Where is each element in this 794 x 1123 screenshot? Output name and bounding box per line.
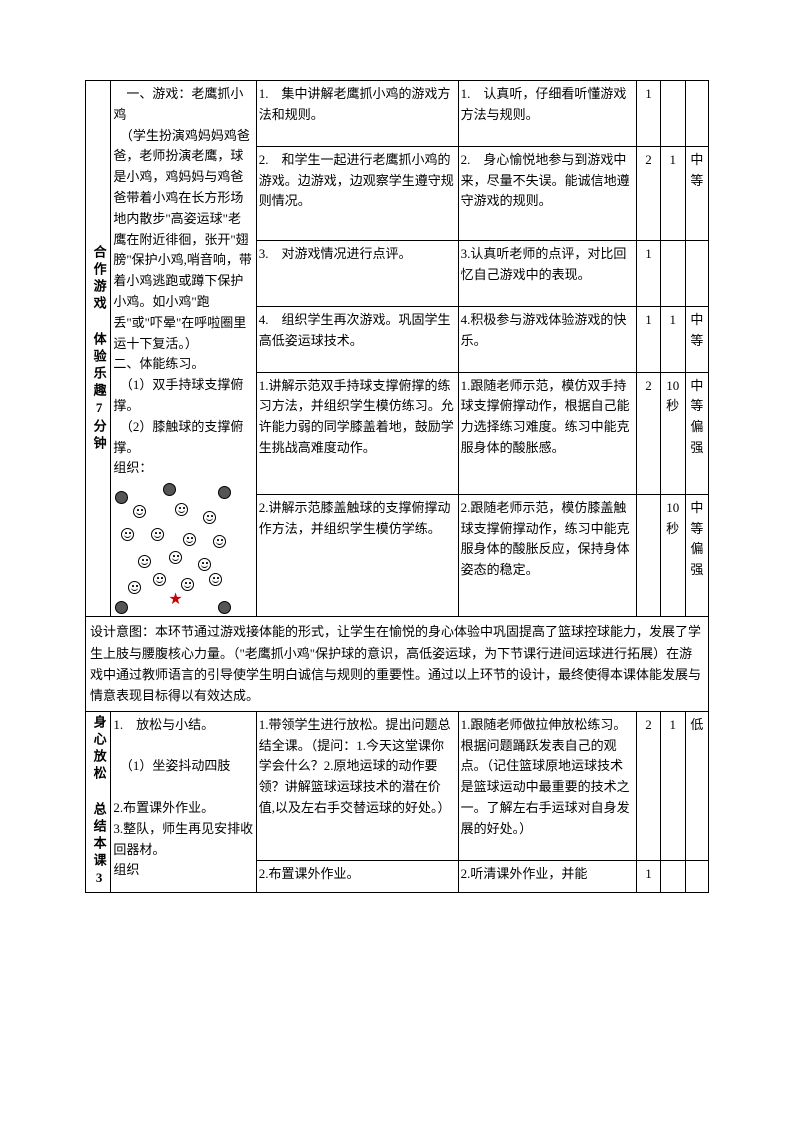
col-n2: 10秒: [660, 494, 685, 616]
student-action: 1. 认真听，仔细看听懂游戏方法与规则。: [458, 81, 637, 147]
teacher-action: 2. 和学生一起进行老鹰抓小鸡的游戏。边游戏，边观察学生遵守规则情况。: [256, 146, 458, 240]
section-label: 合作游戏 体验乐趣7分钟: [86, 81, 111, 617]
teacher-action: 3. 对游戏情况进行点评。: [256, 240, 458, 306]
col-n2: 1: [660, 306, 685, 372]
student-action: 2. 身心愉悦地参与到游戏中来，尽量不失误。能诚信地遵守游戏的规则。: [458, 146, 637, 240]
teacher-action: 1. 集中讲解老鹰抓小鸡的游戏方法和规则。: [256, 81, 458, 147]
col-n2: [660, 240, 685, 306]
teacher-action: 2.布置课外作业。: [256, 861, 458, 893]
col-n2: [660, 861, 685, 893]
col-n3: 中等偏强: [685, 494, 708, 616]
activity-cell-2: 1. 放松与小结。 （1）坐姿抖动四肢2.布置课外作业。3.整队，师生再见安排收…: [111, 711, 256, 892]
col-n2: 1: [660, 711, 685, 860]
student-action: 4.积极参与游戏体验游戏的快乐。: [458, 306, 637, 372]
col-n1: 1: [637, 306, 660, 372]
col-n2: 1: [660, 146, 685, 240]
col-n3: [685, 81, 708, 147]
col-n1: 2: [637, 146, 660, 240]
student-action: 3.认真听老师的点评，对比回忆自己游戏中的表现。: [458, 240, 637, 306]
col-n1: 2: [637, 711, 660, 860]
lesson-plan-table: 合作游戏 体验乐趣7分钟 一、游戏：老鹰抓小鸡 （学生扮演鸡妈妈鸡爸爸，老师扮演…: [85, 80, 709, 893]
col-n3: 中等: [685, 146, 708, 240]
teacher-action: 1.讲解示范双手持球支撑俯撑的练习方法，并组织学生模仿练习。允许能力弱的同学膝盖…: [256, 372, 458, 494]
activity-cell: 一、游戏：老鹰抓小鸡 （学生扮演鸡妈妈鸡爸爸，老师扮演老鹰，球是小鸡，鸡妈妈与鸡…: [111, 81, 256, 617]
col-n1: 1: [637, 240, 660, 306]
teacher-action: 2.讲解示范膝盖触球的支撑俯撑动作方法，并组织学生模仿学练。: [256, 494, 458, 616]
col-n2: [660, 81, 685, 147]
col-n1: 2: [637, 372, 660, 494]
col-n3: 中等偏强: [685, 372, 708, 494]
col-n3: 中等: [685, 306, 708, 372]
teacher-action: 1.带领学生进行放松。提出问题总结全课。（提问：1.今天这堂课你学会什么？2.原…: [256, 711, 458, 860]
col-n3: 低: [685, 711, 708, 860]
student-action: 1.跟随老师做拉伸放松练习。根据问题踊跃发表自己的观点。（记住篮球原地运球技术是…: [458, 711, 637, 860]
design-intent: 设计意图：本环节通过游戏接体能的形式，让学生在愉悦的身心体验中巩固提高了篮球控球…: [86, 617, 709, 712]
col-n3: [685, 240, 708, 306]
col-n1: [637, 494, 660, 616]
student-action: 2.跟随老师示范，模仿膝盖触球支撑俯撑动作，练习中能克服身体的酸胀反应，保持身体…: [458, 494, 637, 616]
col-n2: 10秒: [660, 372, 685, 494]
student-action: 1.跟随老师示范，模仿双手持球支撑俯撑动作，根据自己能力选择练习难度。练习中能克…: [458, 372, 637, 494]
col-n3: [685, 861, 708, 893]
section-label-2: 身心放松 总结本课3: [86, 711, 111, 892]
col-n1: 1: [637, 861, 660, 893]
teacher-action: 4. 组织学生再次游戏。巩固学生高低姿运球技术。: [256, 306, 458, 372]
col-n1: 1: [637, 81, 660, 147]
student-action: 2.听清课外作业，并能: [458, 861, 637, 893]
